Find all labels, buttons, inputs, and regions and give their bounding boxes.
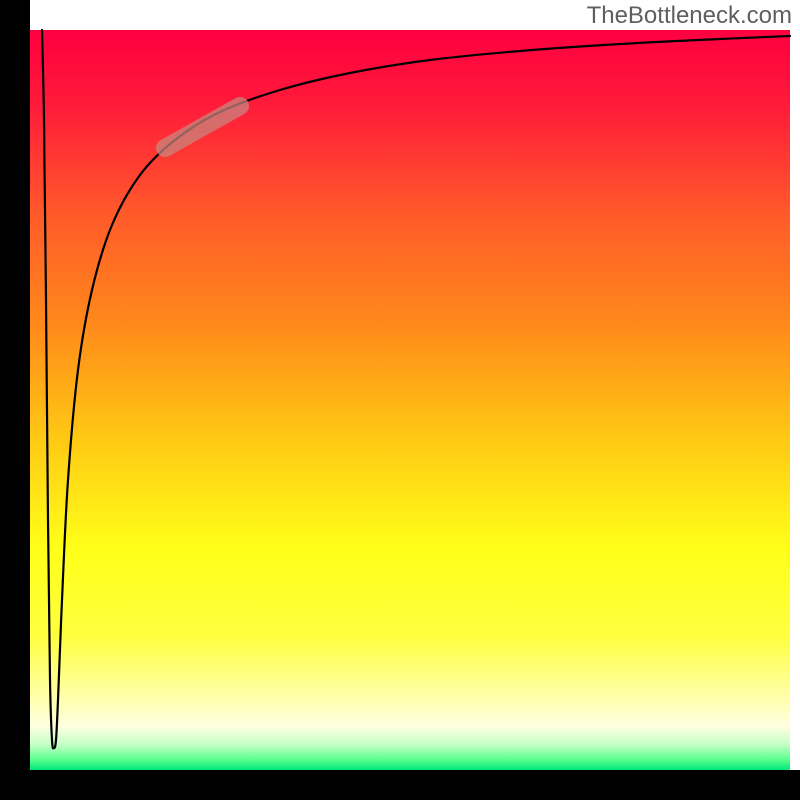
bottleneck-chart: TheBottleneck.com xyxy=(0,0,800,800)
chart-canvas xyxy=(0,0,800,800)
attribution-text: TheBottleneck.com xyxy=(587,2,792,30)
frame-left xyxy=(0,0,30,800)
plot-background xyxy=(30,30,790,770)
frame-bottom xyxy=(0,770,800,800)
frame-right xyxy=(790,0,800,800)
